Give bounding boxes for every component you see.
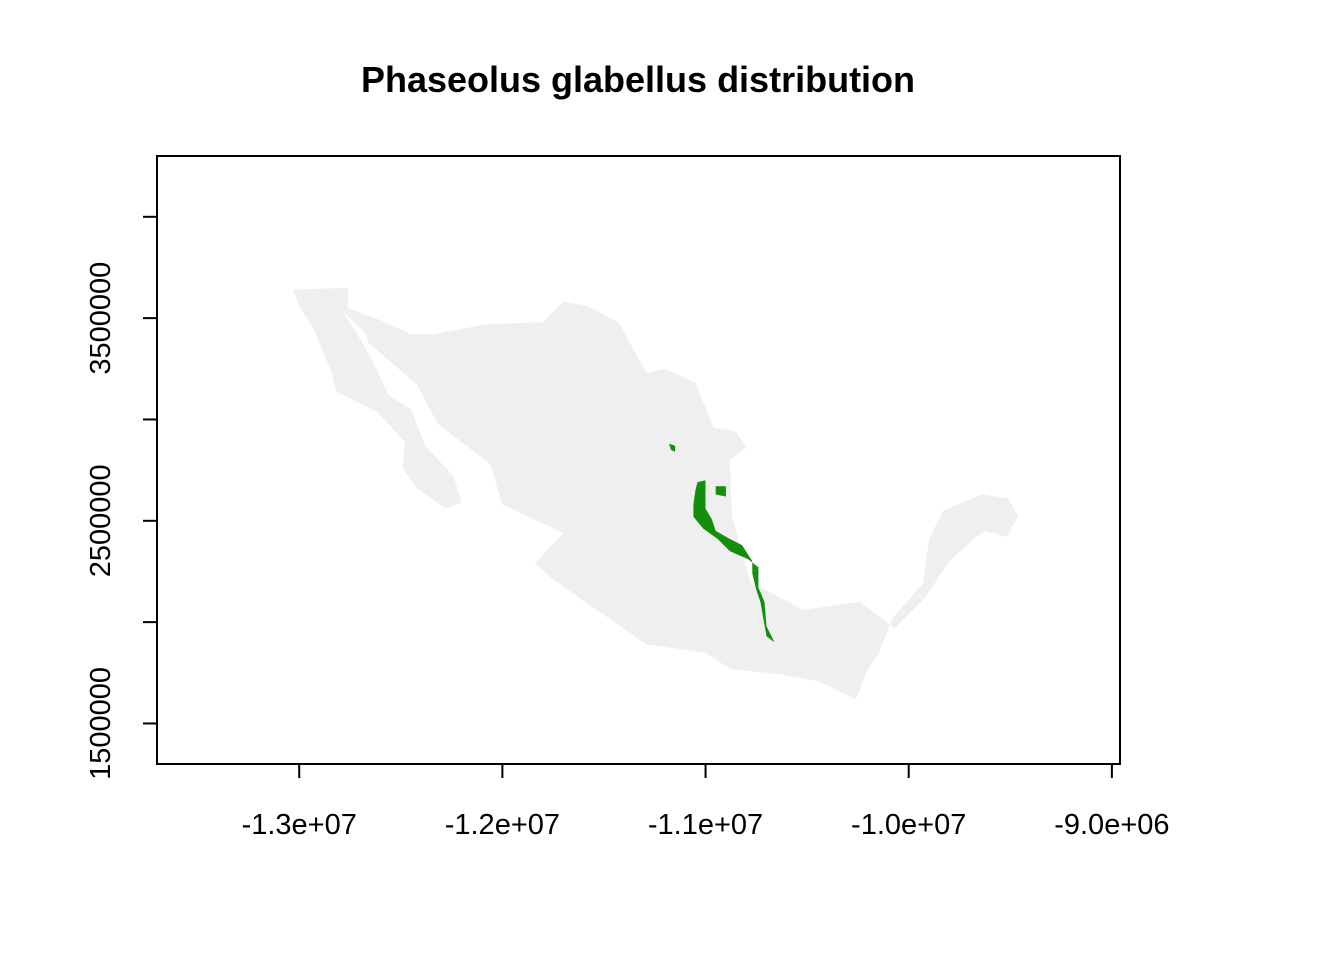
chart-title: Phaseolus glabellus distribution (361, 59, 915, 100)
y-tick-label: 3500000 (85, 262, 117, 375)
y-tick-label: 2500000 (85, 464, 117, 577)
map-layers (293, 287, 1019, 700)
x-tick-label: -9.0e+06 (1054, 809, 1169, 841)
x-tick-label: -1.0e+07 (851, 809, 966, 841)
x-tick-label: -1.1e+07 (648, 809, 763, 841)
x-axis: -1.3e+07 -1.2e+07 -1.1e+07 -1.0e+07 -9.0e+06 (242, 764, 1170, 841)
country-shape-1 (293, 287, 1019, 700)
plot-frame (156, 155, 1121, 765)
species-range-2 (715, 486, 726, 497)
species-range-1 (693, 480, 775, 643)
x-tick-label: -1.3e+07 (242, 809, 357, 841)
x-tick-label: -1.2e+07 (445, 809, 560, 841)
y-tick-label: 1500000 (85, 667, 117, 780)
species-range-3 (669, 443, 676, 452)
y-axis: 1500000 2500000 3500000 (85, 215, 157, 780)
